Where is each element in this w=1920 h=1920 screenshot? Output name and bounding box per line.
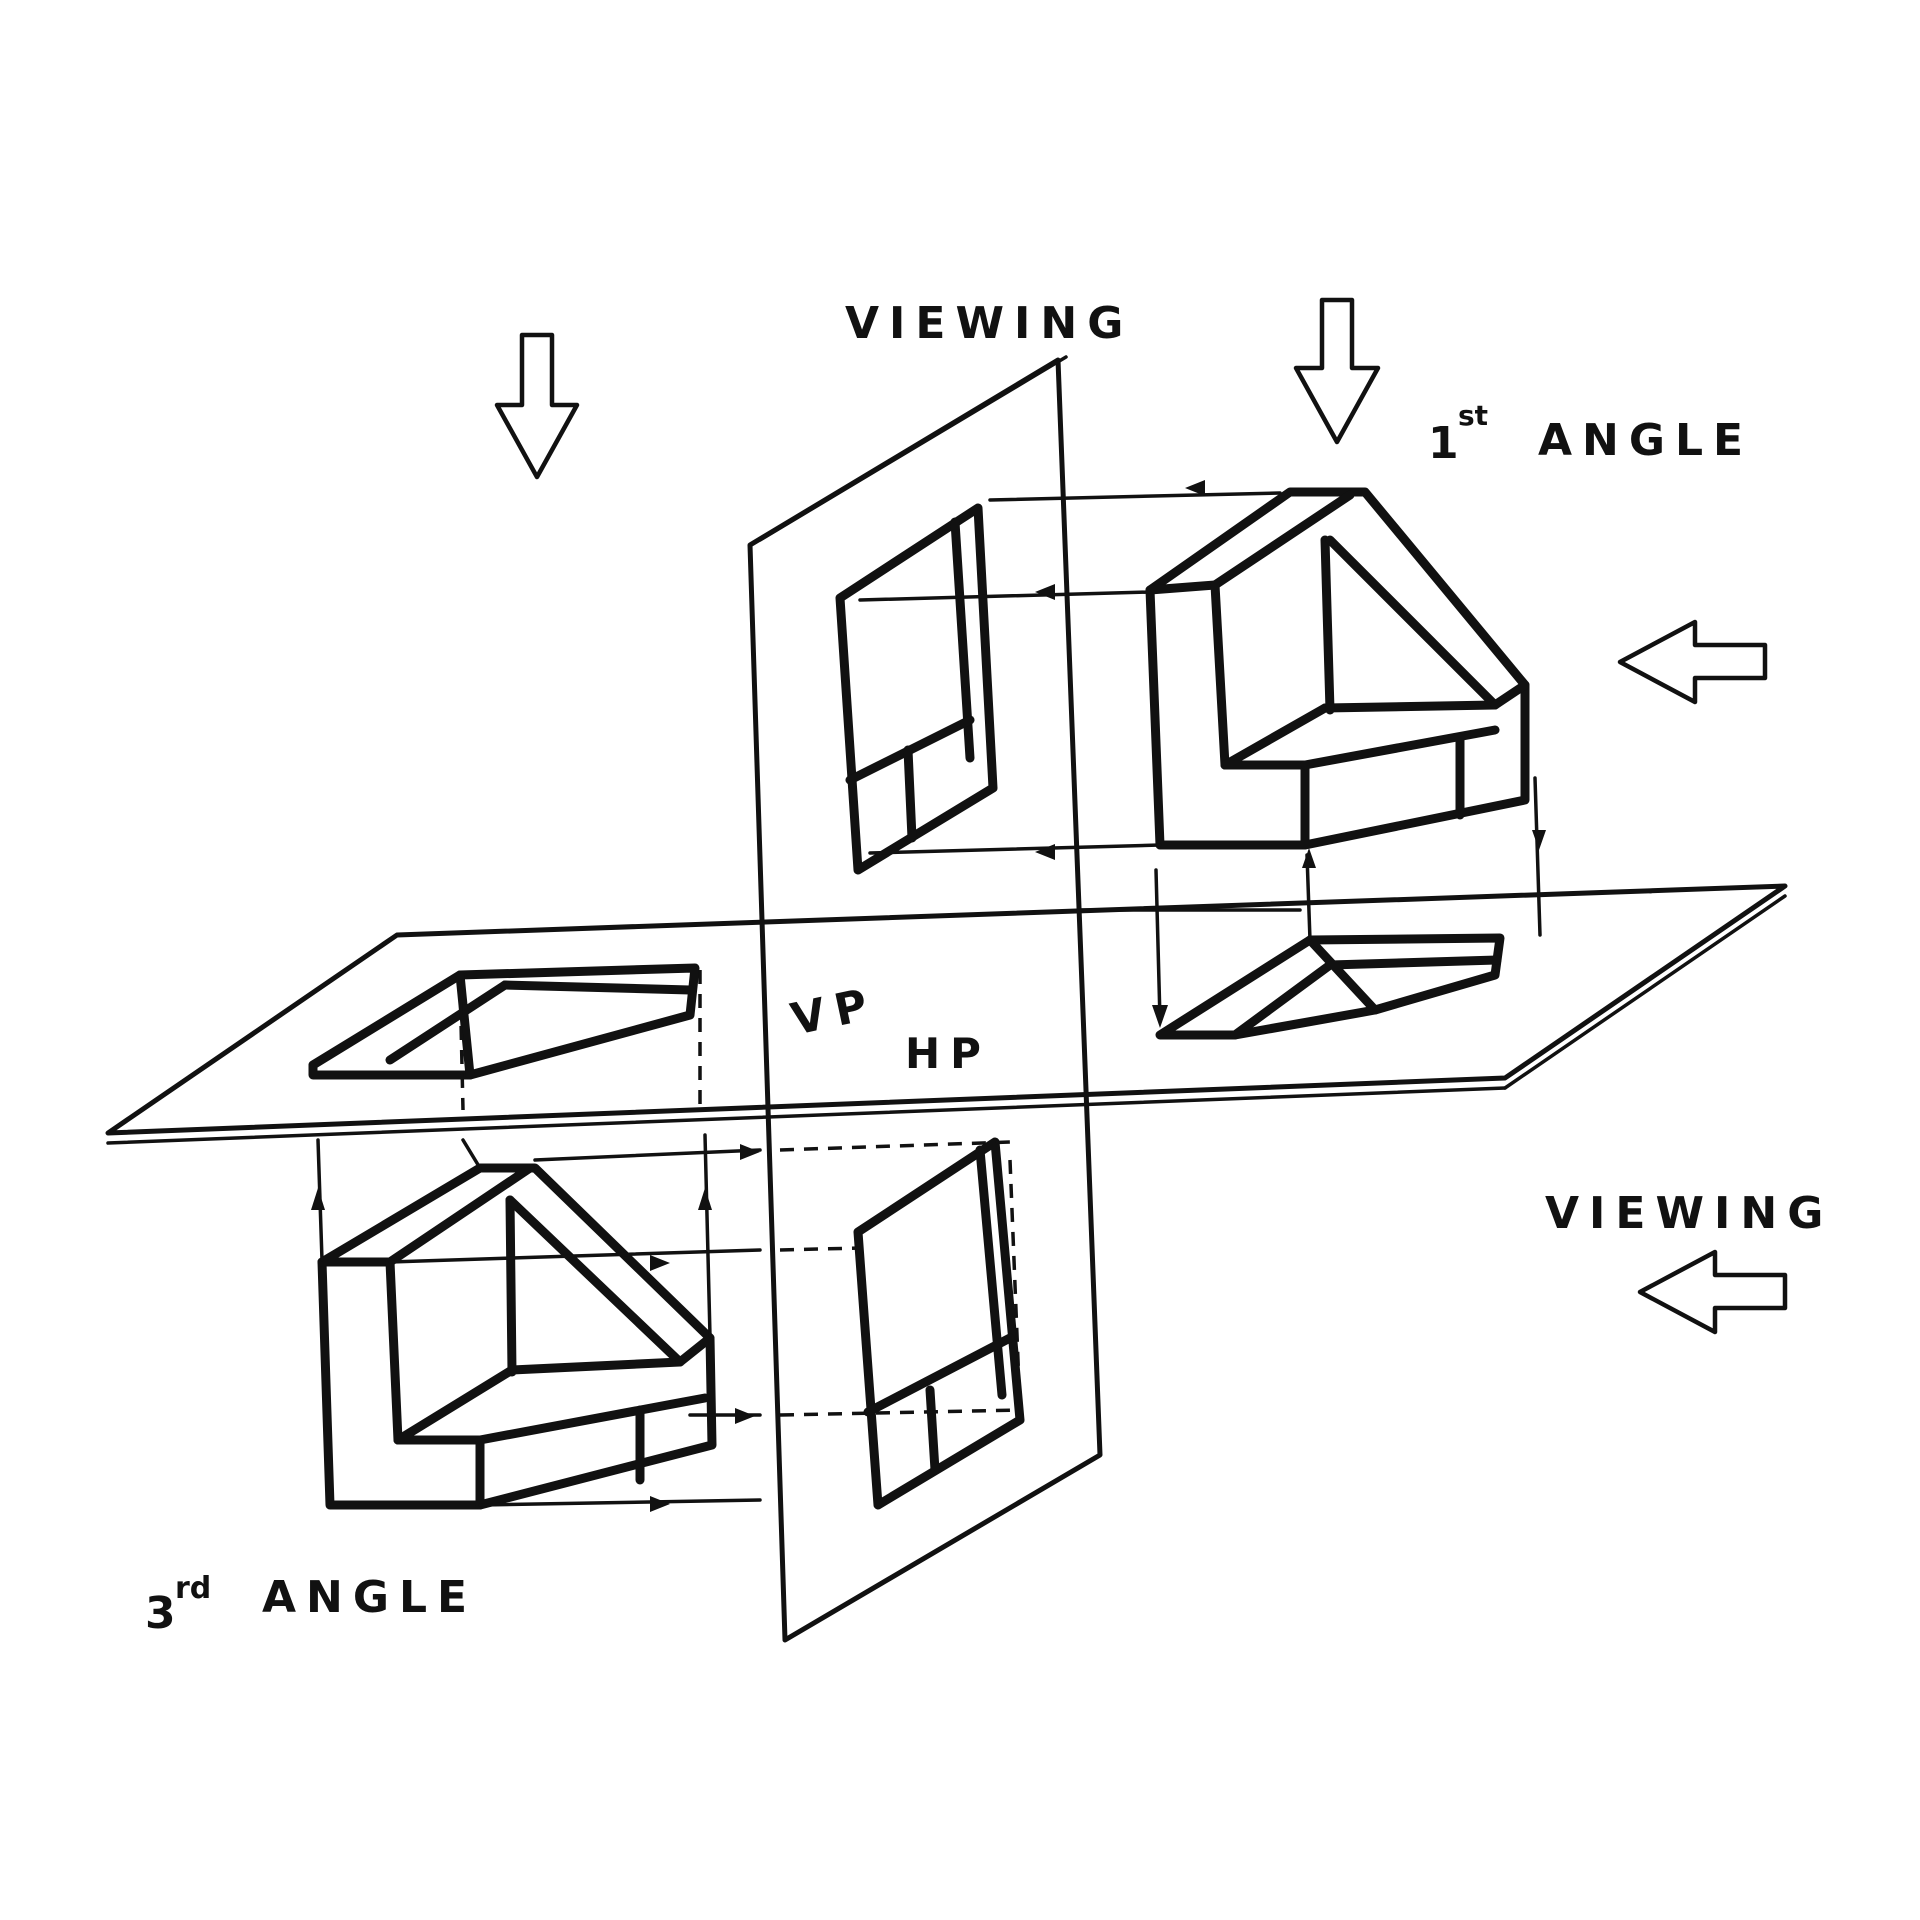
hp-plan-view-first (1155, 933, 1505, 1040)
left-arrow-icon (1617, 619, 1768, 705)
vertical-plane (747, 355, 1103, 1643)
first-angle-label: 1 st ANGLE (1428, 399, 1753, 469)
viewing-label-right: VIEWING (1545, 1188, 1833, 1239)
vp-front-view-upper (835, 503, 998, 875)
vp-label: VP (787, 978, 882, 1046)
vp-front-view-lower (853, 1137, 1025, 1510)
third-angle-number: 3 (145, 1588, 186, 1639)
left-arrow-icon (1637, 1249, 1788, 1335)
first-angle-object (1145, 487, 1530, 850)
down-arrow-icon (494, 332, 580, 480)
third-angle-object (317, 1163, 717, 1510)
first-angle-text: ANGLE (1538, 415, 1753, 466)
first-angle-number: 1 (1428, 418, 1469, 469)
hp-label: HP (905, 1029, 991, 1078)
projection-lines-first (858, 480, 1546, 1028)
projection-lines-third (311, 970, 1022, 1512)
first-angle-superscript: st (1458, 399, 1488, 432)
horizontal-plane (105, 883, 1788, 1145)
third-angle-superscript: rd (175, 1571, 211, 1606)
hp-plan-view-third (308, 963, 700, 1080)
down-arrow-icon (1293, 297, 1381, 445)
viewing-label-top: VIEWING (845, 298, 1133, 349)
third-angle-label: 3 rd ANGLE (145, 1571, 477, 1639)
third-angle-text: ANGLE (262, 1572, 477, 1623)
